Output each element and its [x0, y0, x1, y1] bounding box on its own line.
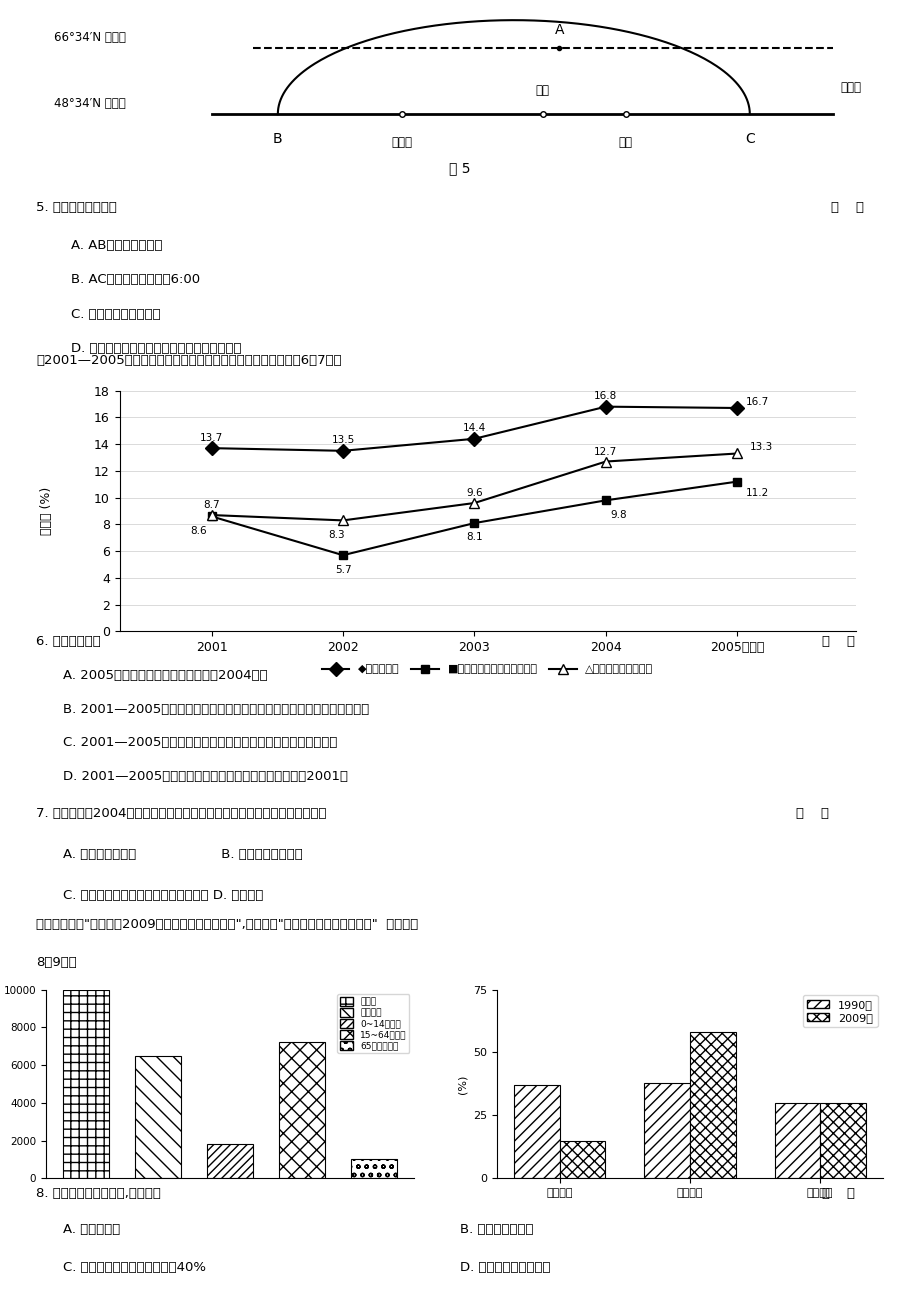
Text: B. AC弧上各地时间均为6:00: B. AC弧上各地时间均为6:00 — [72, 273, 200, 286]
东西两翼（指粤东、粤西） — [600, 492, 611, 508]
Text: 8.7: 8.7 — [203, 500, 220, 510]
Text: C: C — [744, 132, 754, 146]
东西两翼（指粤东、粤西） — [731, 474, 742, 490]
北部山区（指粤北） — [731, 445, 742, 461]
Text: （    ）: （ ） — [822, 635, 854, 648]
Text: 下面左图表示"我国某省2009年各类人口数量构成图",右图表示"该省三大产业的比例变化"  读图回答: 下面左图表示"我国某省2009年各类人口数量构成图",右图表示"该省三大产业的比… — [36, 918, 418, 931]
Bar — [514, 1085, 560, 1178]
Text: C. 我国各地均昼长夜短: C. 我国各地均昼长夜短 — [72, 307, 161, 320]
Text: 13.3: 13.3 — [749, 443, 772, 452]
Text: B. 自然出生率过高: B. 自然出生率过高 — [460, 1223, 533, 1236]
Bar — [350, 1160, 397, 1178]
Text: 9.8: 9.8 — [610, 509, 627, 519]
Text: 5. 当漠河出现白夜时: 5. 当漠河出现白夜时 — [36, 202, 117, 215]
Text: 8.1: 8.1 — [466, 533, 482, 543]
珠江三角洲 — [469, 431, 480, 447]
Legend: 1990年, 2009年: 1990年, 2009年 — [802, 995, 877, 1027]
Text: 12.7: 12.7 — [594, 447, 617, 457]
Text: 7. 珠江三角洲2004年以后出现农民工需求量减少，其主要原因是珠江三角洲: 7. 珠江三角洲2004年以后出现农民工需求量减少，其主要原因是珠江三角洲 — [36, 806, 326, 819]
Bar — [134, 1056, 181, 1178]
Bar — [560, 1141, 605, 1178]
Text: （    ）: （ ） — [822, 1187, 854, 1200]
Line: 北部山区（指粤北）: 北部山区（指粤北） — [207, 449, 742, 525]
Y-axis label: 增长率 (%): 增长率 (%) — [40, 487, 53, 535]
东西两翼（指粤东、粤西） — [469, 516, 480, 531]
珠江三角洲 — [600, 398, 611, 414]
Text: A: A — [554, 23, 563, 38]
Text: 66°34′N 白昼线: 66°34′N 白昼线 — [54, 31, 126, 44]
Text: 14.4: 14.4 — [462, 423, 485, 434]
北部山区（指粤北） — [600, 453, 611, 469]
Text: 16.8: 16.8 — [594, 392, 617, 401]
Text: B. 2001—2005年珠江三角洲国内生产总值增长率的变化在三个区域中最大: B. 2001—2005年珠江三角洲国内生产总值增长率的变化在三个区域中最大 — [62, 703, 369, 716]
Bar — [644, 1083, 689, 1178]
Bar — [278, 1043, 325, 1178]
Text: 抚远: 抚远 — [618, 135, 632, 148]
Text: D. 我国各地正午太阳高度达到一年中的最大值: D. 我国各地正午太阳高度达到一年中的最大值 — [72, 342, 242, 355]
Text: 6. 图中信息反映: 6. 图中信息反映 — [36, 635, 101, 648]
Text: （    ）: （ ） — [830, 202, 863, 215]
Text: 漠河: 漠河 — [535, 83, 550, 96]
Bar — [62, 990, 109, 1178]
珠江三角洲 — [206, 440, 217, 456]
Text: 11.2: 11.2 — [744, 488, 767, 499]
Text: A. 2005年珠江三角洲国内生产总值比2004年少: A. 2005年珠江三角洲国内生产总值比2004年少 — [62, 669, 267, 682]
Text: 8～9题。: 8～9题。 — [36, 956, 76, 969]
Bar — [207, 1144, 253, 1178]
Line: 珠江三角洲: 珠江三角洲 — [207, 402, 742, 456]
Bar — [774, 1103, 819, 1178]
Legend: ◆珠江三角洲, ■东西两翼（指粤东、粤西）, △北部山区（指粤北）: ◆珠江三角洲, ■东西两翼（指粤东、粤西）, △北部山区（指粤北） — [317, 660, 657, 678]
Text: （    ）: （ ） — [795, 806, 828, 819]
北部山区（指粤北） — [206, 508, 217, 523]
Text: 图 5: 图 5 — [448, 161, 471, 176]
Text: 48°34′N 白夜线: 48°34′N 白夜线 — [54, 96, 126, 109]
Bar — [689, 1032, 734, 1178]
Text: 9.6: 9.6 — [466, 488, 482, 499]
北部山区（指粤北） — [469, 495, 480, 510]
北部山区（指粤北） — [337, 513, 348, 529]
Y-axis label: (%): (%) — [457, 1074, 467, 1094]
Text: A. 城市化发展迅速                    B. 面临产业升级转型: A. 城市化发展迅速 B. 面临产业升级转型 — [62, 848, 302, 861]
Text: 8.6: 8.6 — [190, 526, 207, 535]
Text: 16.7: 16.7 — [744, 397, 767, 406]
Text: 8. 关于该省人口的叙述,正确的是: 8. 关于该省人口的叙述,正确的是 — [36, 1187, 161, 1200]
Line: 东西两翼（指粤东、粤西）: 东西两翼（指粤东、粤西） — [207, 478, 741, 560]
东西两翼（指粤东、粤西） — [206, 509, 217, 525]
珠江三角洲 — [731, 400, 742, 415]
Bar — [819, 1103, 865, 1178]
Text: 阿勒泰: 阿勒泰 — [391, 135, 412, 148]
Text: C. 城镇人口占总人口比重超过40%: C. 城镇人口占总人口比重超过40% — [62, 1262, 205, 1275]
东西两翼（指粤东、粤西） — [337, 547, 348, 562]
Text: B: B — [273, 132, 282, 146]
Text: D. 老龄化问题逐渐突出: D. 老龄化问题逐渐突出 — [460, 1262, 550, 1275]
Text: C. 高科技产业完全取代劳动密集型产业 D. 耕地锐减: C. 高科技产业完全取代劳动密集型产业 D. 耕地锐减 — [62, 888, 263, 901]
Text: D. 2001—2005年东西两翼国内生产总值增长率最小的是2001年: D. 2001—2005年东西两翼国内生产总值增长率最小的是2001年 — [62, 771, 347, 784]
Legend: 总人口, 农村人口, 0~14岁人口, 15~64岁人口, 65岁以上人口: 总人口, 农村人口, 0~14岁人口, 15~64岁人口, 65岁以上人口 — [336, 993, 409, 1053]
Text: 8.3: 8.3 — [328, 530, 345, 540]
Text: 5.7: 5.7 — [335, 565, 351, 574]
Text: 13.5: 13.5 — [331, 435, 354, 445]
Text: 13.7: 13.7 — [199, 432, 223, 443]
Text: 读2001—2005年广东省三个区域国内生产总值长率变化图，回答6～7题。: 读2001—2005年广东省三个区域国内生产总值长率变化图，回答6～7题。 — [36, 354, 341, 367]
Text: C. 2001—2005年北部山区国内生产总值增长率始终高于东西两翼: C. 2001—2005年北部山区国内生产总值增长率始终高于东西两翼 — [62, 737, 336, 750]
Text: 晨昏线: 晨昏线 — [840, 81, 861, 94]
Text: A. 劳动力不足: A. 劳动力不足 — [62, 1223, 119, 1236]
珠江三角洲 — [337, 443, 348, 458]
Text: A. AB弧为晨线的一段: A. AB弧为晨线的一段 — [72, 238, 163, 251]
